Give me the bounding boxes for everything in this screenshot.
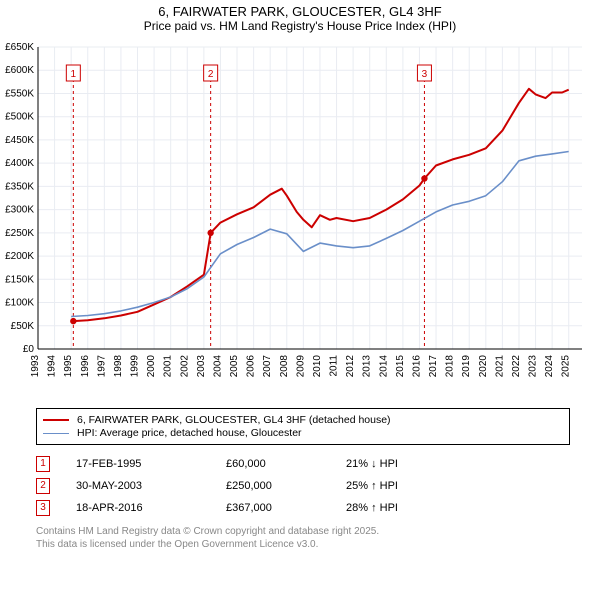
svg-text:2014: 2014 (378, 355, 389, 378)
svg-text:2011: 2011 (329, 355, 340, 377)
legend-swatch (43, 419, 69, 421)
svg-text:2002: 2002 (179, 355, 190, 378)
svg-text:£200K: £200K (5, 251, 34, 262)
svg-text:£600K: £600K (5, 65, 34, 76)
svg-text:£550K: £550K (5, 88, 34, 99)
transaction-date: 18-APR-2016 (76, 502, 226, 514)
svg-text:2015: 2015 (395, 355, 406, 378)
chart-container: 6, FAIRWATER PARK, GLOUCESTER, GL4 3HF P… (0, 0, 600, 551)
transaction-row: 1 17-FEB-1995£60,00021% ↓ HPI (36, 453, 570, 475)
svg-text:2022: 2022 (511, 355, 522, 378)
transaction-price: £60,000 (226, 458, 346, 470)
svg-text:£650K: £650K (5, 42, 34, 53)
legend-swatch (43, 433, 69, 434)
svg-text:2012: 2012 (345, 355, 356, 378)
legend-label: HPI: Average price, detached house, Glou… (77, 427, 302, 439)
svg-text:2010: 2010 (312, 355, 323, 378)
legend-row: HPI: Average price, detached house, Glou… (43, 427, 563, 439)
svg-text:2008: 2008 (279, 355, 290, 378)
svg-text:1996: 1996 (80, 355, 91, 378)
svg-text:£0: £0 (23, 344, 35, 355)
transaction-marker: 1 (36, 456, 76, 472)
transaction-price: £367,000 (226, 502, 346, 514)
transaction-delta: 28% ↑ HPI (346, 502, 476, 514)
svg-text:2007: 2007 (262, 355, 273, 378)
svg-text:2009: 2009 (295, 355, 306, 378)
credit-line-1: Contains HM Land Registry data © Crown c… (36, 525, 570, 538)
title-block: 6, FAIRWATER PARK, GLOUCESTER, GL4 3HF P… (0, 0, 600, 35)
svg-text:2016: 2016 (411, 355, 422, 378)
svg-text:2003: 2003 (196, 355, 207, 378)
marker-box: 3 (36, 500, 50, 516)
svg-text:2013: 2013 (362, 355, 373, 378)
svg-text:1993: 1993 (30, 355, 41, 378)
svg-text:2001: 2001 (163, 355, 174, 378)
transaction-marker: 2 (36, 478, 76, 494)
svg-text:2020: 2020 (478, 355, 489, 378)
transaction-marker: 3 (36, 500, 76, 516)
transaction-date: 17-FEB-1995 (76, 458, 226, 470)
legend-row: 6, FAIRWATER PARK, GLOUCESTER, GL4 3HF (… (43, 414, 563, 426)
transaction-row: 3 18-APR-2016£367,00028% ↑ HPI (36, 497, 570, 519)
svg-text:£300K: £300K (5, 205, 34, 216)
svg-text:2: 2 (208, 69, 214, 80)
svg-text:£50K: £50K (11, 321, 35, 332)
transaction-price: £250,000 (226, 480, 346, 492)
svg-text:1998: 1998 (113, 355, 124, 378)
legend-label: 6, FAIRWATER PARK, GLOUCESTER, GL4 3HF (… (77, 414, 391, 426)
svg-text:2023: 2023 (528, 355, 539, 378)
svg-text:£100K: £100K (5, 298, 34, 309)
svg-text:1: 1 (71, 69, 77, 80)
title-line-2: Price paid vs. HM Land Registry's House … (0, 19, 600, 33)
marker-box: 2 (36, 478, 50, 494)
transaction-row: 2 30-MAY-2003£250,00025% ↑ HPI (36, 475, 570, 497)
svg-text:2018: 2018 (445, 355, 456, 378)
svg-text:1999: 1999 (130, 355, 141, 378)
credit-text: Contains HM Land Registry data © Crown c… (36, 525, 570, 551)
svg-text:£350K: £350K (5, 181, 34, 192)
svg-text:2000: 2000 (146, 355, 157, 378)
svg-text:2019: 2019 (461, 355, 472, 378)
chart-area: £0 £50K £100K £150K £200K £250K £300K £350K £400… (2, 39, 594, 402)
svg-text:£500K: £500K (5, 112, 34, 123)
title-line-1: 6, FAIRWATER PARK, GLOUCESTER, GL4 3HF (0, 4, 600, 19)
chart-svg: £0 £50K £100K £150K £200K £250K £300K £350K £400… (2, 39, 592, 399)
svg-text:1994: 1994 (47, 355, 58, 378)
credit-line-2: This data is licensed under the Open Gov… (36, 538, 570, 551)
marker-box: 1 (36, 456, 50, 472)
svg-text:1995: 1995 (63, 355, 74, 378)
svg-text:£400K: £400K (5, 158, 34, 169)
svg-text:£150K: £150K (5, 274, 34, 285)
legend: 6, FAIRWATER PARK, GLOUCESTER, GL4 3HF (… (36, 408, 570, 445)
transaction-date: 30-MAY-2003 (76, 480, 226, 492)
svg-text:2017: 2017 (428, 355, 439, 378)
svg-text:2004: 2004 (212, 355, 223, 378)
svg-text:2021: 2021 (494, 355, 505, 378)
transaction-table: 1 17-FEB-1995£60,00021% ↓ HPI 2 30-MAY-2003… (36, 453, 570, 519)
svg-text:2024: 2024 (544, 355, 555, 378)
svg-text:3: 3 (422, 69, 428, 80)
svg-text:1997: 1997 (96, 355, 107, 378)
svg-text:£450K: £450K (5, 135, 34, 146)
svg-text:2025: 2025 (561, 355, 572, 378)
transaction-delta: 21% ↓ HPI (346, 458, 476, 470)
svg-text:2005: 2005 (229, 355, 240, 378)
svg-text:£250K: £250K (5, 228, 34, 239)
svg-text:2006: 2006 (246, 355, 257, 378)
transaction-delta: 25% ↑ HPI (346, 480, 476, 492)
